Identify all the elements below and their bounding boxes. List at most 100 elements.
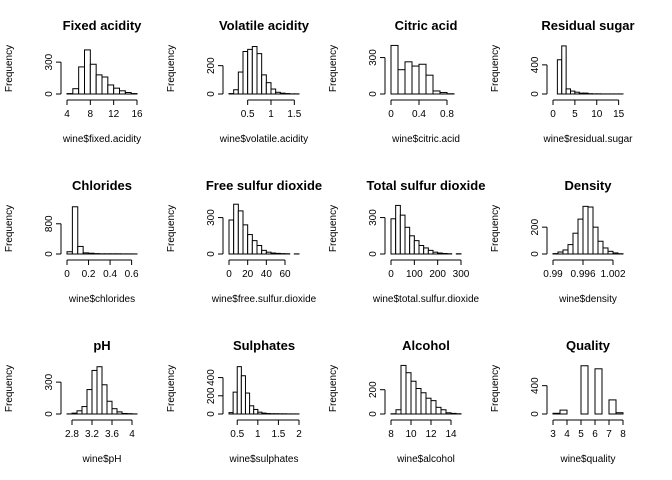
- x-tick-label: 3.6: [105, 429, 119, 440]
- histogram-bar: [420, 392, 427, 415]
- histogram-bar: [450, 412, 457, 415]
- y-axis-label: Frequency: [328, 365, 339, 412]
- x-axis-label: wine$density: [558, 294, 617, 305]
- histogram-bar: [399, 214, 406, 255]
- x-tick-label: 8: [620, 429, 626, 440]
- x-tick-label: 15: [613, 109, 625, 120]
- y-tick-label: 0: [368, 411, 379, 417]
- y-axis-label: Frequency: [166, 365, 177, 412]
- x-tick-label: 3.2: [85, 429, 99, 440]
- x-tick-label: 2.8: [65, 429, 79, 440]
- histogram-bar: [91, 369, 98, 415]
- y-axis-label: Frequency: [4, 205, 15, 252]
- y-tick-label: 200: [206, 57, 217, 74]
- x-tick-label: 12: [108, 109, 120, 120]
- histogram-bar: [111, 408, 118, 415]
- x-tick-label: 0.4: [103, 269, 117, 280]
- histogram-bar: [435, 406, 442, 415]
- x-axis-label: wine$free.sulfur.dioxide: [211, 294, 317, 305]
- histogram-bar: [265, 251, 272, 255]
- histogram-bar: [425, 397, 432, 415]
- histogram-panel: Alcohol 8 10 12 14 0 200 wine$alcohol Frequency: [328, 338, 462, 465]
- panel-title: Free sulfur dioxide: [206, 178, 322, 193]
- histogram-bar: [265, 82, 272, 95]
- x-axis-label: wine$sulphates: [229, 454, 299, 465]
- histogram-panel: Volatile acidity 0.5 1 1.5 0 200 wine$volatile…: [166, 18, 310, 145]
- x-tick-label: 0: [226, 269, 232, 280]
- histogram-panel: Residual sugar 0 5 10 15 0 400 wine$residual.su…: [490, 18, 635, 145]
- x-axis-label: wine$citric.acid: [391, 134, 460, 145]
- y-tick-label: 0: [206, 411, 217, 417]
- x-tick-label: 2: [296, 429, 302, 440]
- histogram-bar: [107, 84, 115, 95]
- histogram-panel: Quality 3 4 5 6 7 8 0 400 wine$quality Frequency: [490, 338, 626, 465]
- histogram-bar: [574, 91, 580, 95]
- histogram-bar: [404, 61, 413, 95]
- panel-title: Fixed acidity: [63, 18, 143, 33]
- histogram-panel: pH 2.8 3.2 3.6 4 0 300 wine$pH Frequency: [4, 338, 138, 465]
- histogram-bar: [106, 400, 113, 415]
- histogram-bar: [400, 364, 407, 415]
- histogram-bar: [565, 88, 572, 95]
- histogram-bar: [101, 76, 109, 95]
- x-axis-label: wine$alcohol: [396, 454, 455, 465]
- histogram-bar: [608, 399, 617, 415]
- histogram-panel: Fixed acidity 4 8 12 16 0 300 wine$fixed.acidit…: [4, 18, 143, 145]
- histogram-panel: Chlorides 0 0.2 0.4 0.6 0 800 wine$chlorides Fre…: [4, 178, 139, 305]
- histogram-bar: [427, 249, 434, 255]
- y-tick-label: 300: [368, 209, 379, 226]
- x-axis-label: wine$chlorides: [68, 294, 135, 305]
- x-tick-label: 200: [429, 269, 446, 280]
- histogram-bar: [440, 409, 447, 415]
- histogram-bar: [101, 384, 108, 415]
- x-tick-label: 4: [64, 109, 70, 120]
- y-tick-label: 0: [44, 411, 55, 417]
- histogram-bar: [66, 251, 73, 255]
- x-tick-label: 7: [606, 429, 612, 440]
- histogram-bar: [279, 92, 286, 95]
- x-tick-label: 1.5: [271, 429, 285, 440]
- x-axis-label: wine$fixed.acidity: [62, 134, 141, 145]
- histogram-bar: [418, 63, 427, 95]
- histogram-bar: [395, 204, 401, 255]
- histogram-bar: [562, 249, 569, 255]
- x-tick-label: 1: [268, 109, 274, 120]
- histogram-bar: [413, 240, 420, 255]
- x-tick-label: 20: [242, 269, 254, 280]
- y-tick-label: 0: [530, 251, 541, 257]
- histogram-bar: [582, 205, 589, 255]
- y-tick-label: 200: [530, 218, 541, 235]
- histogram-bar: [612, 252, 619, 255]
- histogram-bar: [116, 411, 123, 415]
- histogram-bar: [395, 409, 402, 415]
- histogram-bar: [390, 44, 399, 95]
- panel-title: Alcohol: [402, 338, 450, 353]
- x-tick-label: 4: [129, 429, 135, 440]
- panel-title: pH: [93, 338, 110, 353]
- histogram-bar: [228, 412, 234, 415]
- x-tick-label: 100: [406, 269, 423, 280]
- histogram-bar: [95, 74, 103, 95]
- histogram-bar: [580, 365, 589, 415]
- x-tick-label: 60: [279, 269, 291, 280]
- histogram-panel: Density 0.99 0.996 1.002 0 200 wine$density Fre…: [490, 178, 626, 305]
- histogram-bar: [572, 232, 579, 255]
- x-tick-label: 5: [578, 429, 584, 440]
- panel-title: Chlorides: [72, 178, 132, 193]
- x-tick-label: 0.99: [543, 269, 563, 280]
- y-axis-label: Frequency: [490, 365, 501, 412]
- histogram-bar: [404, 226, 411, 255]
- histogram-bar: [275, 91, 281, 95]
- x-tick-label: 0.996: [570, 269, 595, 280]
- histogram-bar: [597, 240, 604, 255]
- histogram-panel: Total sulfur dioxide 0 100 200 300 0 300 wine$t…: [328, 178, 485, 305]
- y-tick-label: 400: [530, 56, 541, 73]
- histogram-bar: [119, 90, 126, 95]
- panel-title: Volatile acidity: [219, 18, 310, 33]
- panel-title: Total sulfur dioxide: [367, 178, 486, 193]
- y-tick-label: 0: [206, 251, 217, 257]
- histogram-bar: [256, 53, 263, 95]
- panel-title: Density: [565, 178, 613, 193]
- x-tick-label: 300: [453, 269, 470, 280]
- panel-title: Residual sugar: [541, 18, 634, 33]
